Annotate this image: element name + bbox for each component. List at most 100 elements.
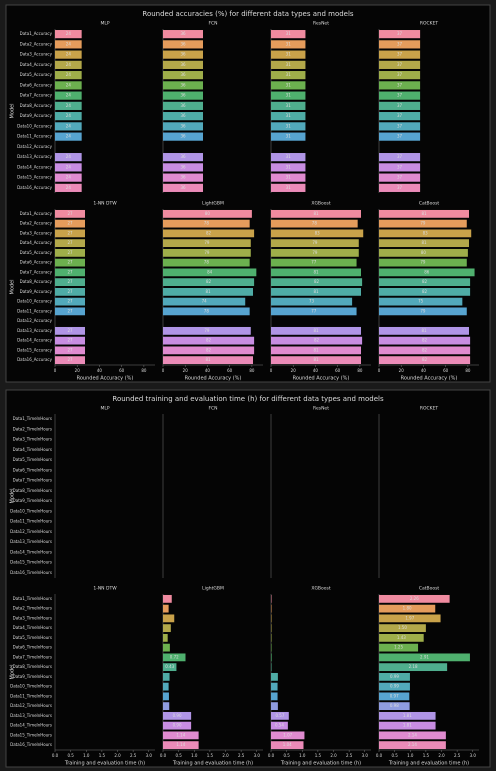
value-label: 24 (66, 62, 72, 67)
bar (163, 682, 169, 691)
value-label: 31 (286, 52, 292, 57)
value-label: 78 (204, 221, 210, 226)
bar (271, 229, 364, 238)
bar (55, 287, 85, 296)
y-tick-label: Data16_TimeInHours (10, 742, 52, 747)
x-tick-label: 2.0 (114, 753, 121, 758)
value-label: 27 (67, 260, 73, 265)
value-label: 36 (180, 154, 186, 159)
bar (271, 346, 361, 355)
value-label: 31 (286, 175, 292, 180)
bar (379, 112, 421, 121)
y-tick-label: Data12_Accuracy (17, 318, 53, 323)
y-tick-label: Data2_Accuracy (20, 221, 53, 226)
y-tick-label: Data8_TimeInHours (13, 488, 52, 493)
x-tick-label: 1.5 (423, 753, 430, 758)
bar (379, 711, 436, 720)
x-tick-label: 1.0 (299, 753, 306, 758)
bar (55, 297, 85, 306)
x-tick-label: 20 (75, 368, 81, 373)
y-tick-label: Data14_TimeInHours (10, 549, 52, 554)
value-label: 27 (67, 230, 73, 235)
value-label: 82 (422, 347, 428, 352)
value-label: 37 (397, 113, 403, 118)
value-label: 31 (286, 72, 292, 77)
bar (379, 741, 446, 750)
bar (379, 173, 421, 182)
y-tick-label: Data7_TimeInHours (13, 478, 52, 483)
bar (271, 307, 357, 316)
value-label: 0.54 (275, 723, 284, 728)
subplot-title: CatBoost (419, 201, 440, 207)
bar (55, 153, 82, 162)
bar (163, 326, 251, 335)
bar (379, 692, 410, 701)
value-label: 24 (66, 31, 72, 36)
value-label: 82 (422, 338, 428, 343)
subplot-title: ROCKET (420, 406, 439, 412)
y-tick-label: Data5_TimeInHours (13, 635, 52, 640)
value-label: 24 (66, 93, 72, 98)
bar (271, 326, 361, 335)
bar (379, 163, 421, 172)
x-tick-label: 0 (378, 368, 381, 373)
value-label: 0.57 (275, 713, 284, 718)
value-label: 24 (66, 134, 72, 139)
value-label: 36 (180, 103, 186, 108)
y-tick-label: Data5_Accuracy (20, 72, 53, 77)
value-label: 36 (180, 134, 186, 139)
bar (163, 278, 255, 287)
value-label: 74 (202, 299, 208, 304)
x-tick-label: 0 (270, 368, 273, 373)
bar (379, 30, 421, 39)
value-label: 27 (67, 250, 73, 255)
bar (163, 604, 169, 613)
value-label: 36 (180, 72, 186, 77)
value-label: 80 (205, 211, 211, 216)
bar (163, 183, 203, 192)
bar (55, 122, 82, 131)
bar (379, 258, 467, 267)
x-tick-label: 1.5 (207, 753, 214, 758)
bar (379, 346, 471, 355)
value-label: 1.81 (403, 723, 412, 728)
y-tick-label: Data15_TimeInHours (10, 560, 52, 565)
value-label: 37 (397, 164, 403, 169)
bar (379, 268, 475, 277)
bar (163, 268, 257, 277)
y-tick-label: Data3_TimeInHours (13, 615, 52, 620)
bar (163, 239, 251, 248)
bar (379, 287, 471, 296)
y-tick-label: Data6_TimeInHours (13, 645, 52, 650)
y-tick-label: Data2_TimeInHours (13, 426, 52, 431)
value-label: 31 (286, 134, 292, 139)
value-label: 1.81 (403, 713, 412, 718)
x-axis-label: Training and evaluation time (h) (388, 761, 469, 767)
bar (271, 287, 361, 296)
bar (379, 278, 471, 287)
value-label: 75 (418, 299, 424, 304)
x-axis-label: Rounded Accuracy (%) (293, 376, 350, 382)
bar (379, 614, 441, 623)
y-tick-label: Data15_TimeInHours (10, 732, 52, 737)
subplot-title: ResNet (313, 406, 329, 412)
bar (163, 624, 171, 633)
value-label: 27 (67, 240, 73, 245)
bar (163, 643, 170, 652)
bar (163, 153, 203, 162)
x-tick-label: 0.5 (391, 753, 398, 758)
value-label: 84 (207, 269, 213, 274)
value-label: 31 (286, 123, 292, 128)
value-label: 81 (313, 289, 319, 294)
bar (55, 173, 82, 182)
x-tick-label: 40 (313, 368, 319, 373)
value-label: 27 (67, 299, 73, 304)
y-tick-label: Data4_TimeInHours (13, 625, 52, 630)
bar (163, 702, 170, 711)
y-tick-label: Data7_Accuracy (20, 269, 53, 274)
bar (271, 604, 272, 613)
bar (163, 173, 203, 182)
y-tick-label: Data1_TimeInHours (13, 596, 52, 601)
y-tick-label: Data10_TimeInHours (10, 684, 52, 689)
value-label: 0.97 (390, 693, 399, 698)
